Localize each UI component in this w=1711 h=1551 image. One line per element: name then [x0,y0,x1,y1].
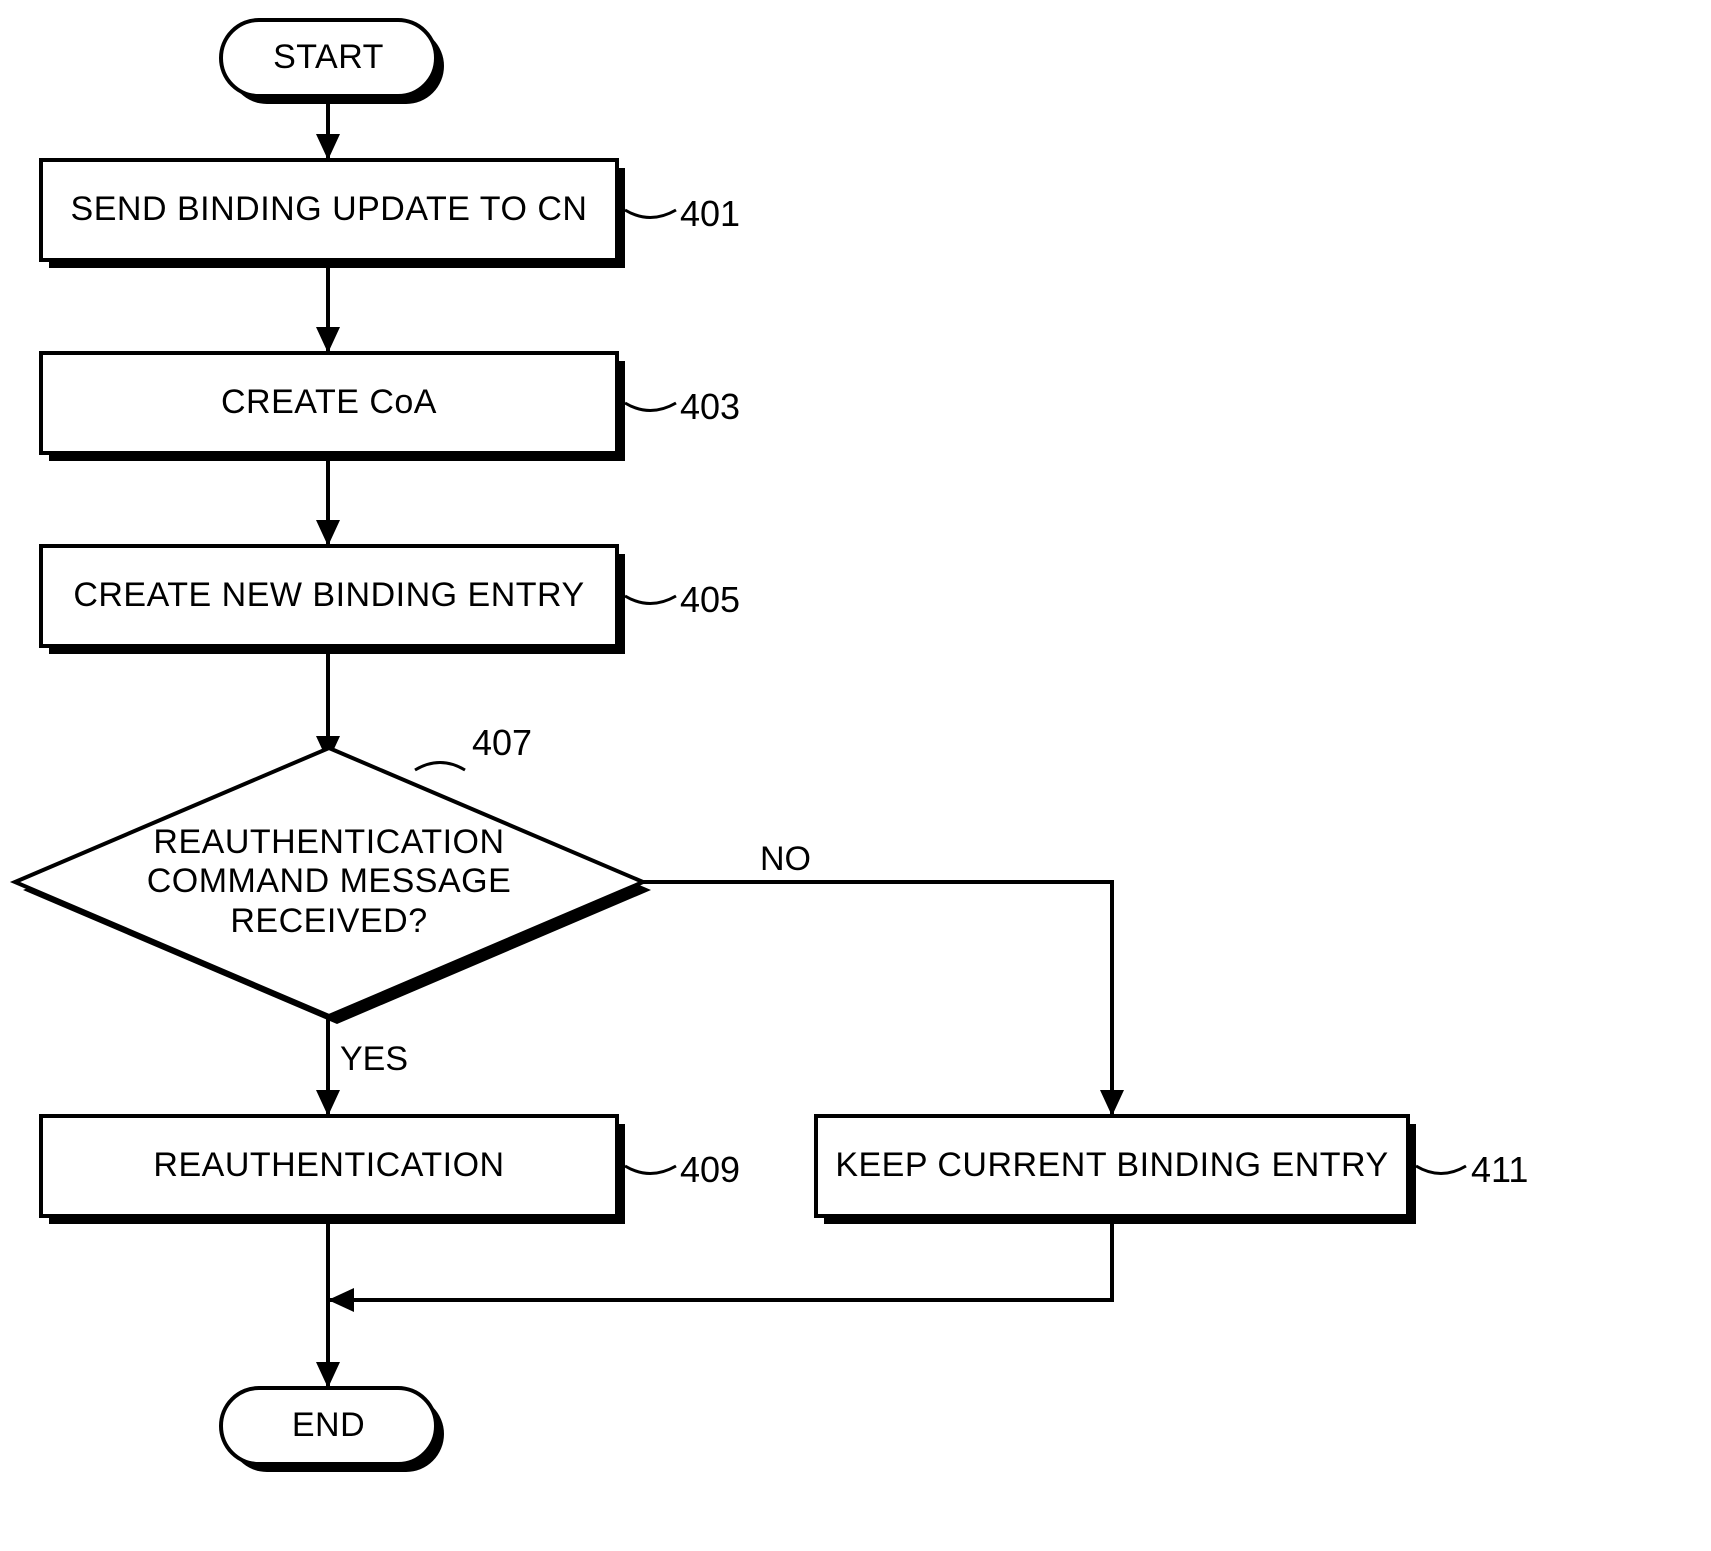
flowchart-stage: STARTSEND BINDING UPDATE TO CNCREATE CoA… [0,0,1711,1551]
flowchart-svg [0,0,1711,1551]
